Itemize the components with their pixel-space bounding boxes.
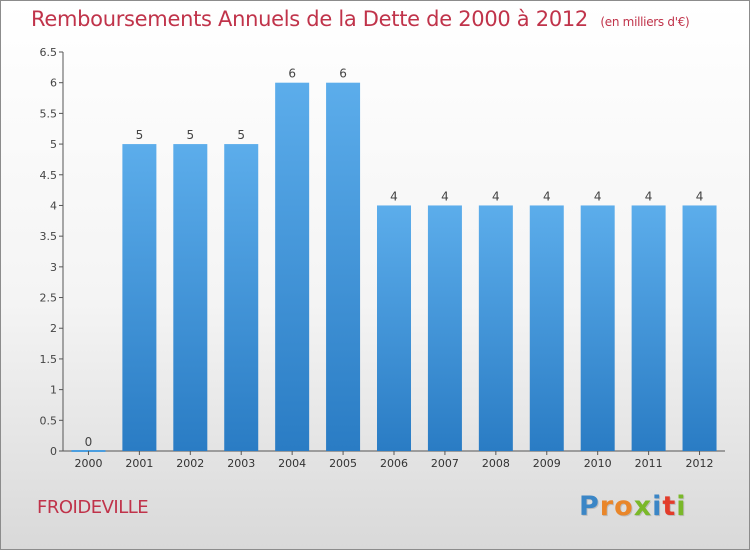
logo-letter: i [652,491,663,522]
y-tick-label: 3 [50,261,57,274]
bar [224,144,259,452]
data-label: 6 [339,67,347,81]
x-tick-label: 2012 [686,457,714,470]
bar [529,205,564,451]
data-label: 5 [136,128,144,142]
logo-letter: t [662,491,677,522]
x-tick-label: 2007 [431,457,459,470]
proxiti-logo: Proxiti [579,491,687,522]
data-label: 5 [237,128,245,142]
y-tick-label: 2.5 [40,292,58,305]
y-tick-label: 1 [50,384,57,397]
bar [580,205,615,451]
location-name: FROIDEVILLE [37,497,149,518]
bar [326,82,361,451]
x-tick-label: 2002 [176,457,204,470]
y-tick-label: 3.5 [40,230,58,243]
logo-letter: r [599,491,615,522]
logo-letter: x [633,491,653,522]
data-label: 4 [543,189,551,203]
data-label: 5 [186,128,194,142]
chart-subtitle: (en milliers d'€) [600,15,690,29]
logo-letter: P [579,491,600,522]
x-tick-label: 2008 [482,457,510,470]
bar [377,205,411,451]
logo-letter: o [614,491,634,522]
y-tick-label: 5.5 [40,107,58,120]
y-tick-label: 5 [50,138,57,151]
x-tick-label: 2009 [533,457,561,470]
x-tick-label: 2004 [278,457,306,470]
data-label: 0 [85,435,93,449]
x-tick-label: 2003 [227,457,255,470]
data-label: 4 [441,189,449,203]
y-tick-label: 1.5 [40,353,58,366]
y-tick-label: 6.5 [40,46,58,59]
logo-letter: i [676,491,687,522]
data-label: 4 [492,189,500,203]
x-tick-label: 2006 [380,457,408,470]
data-label: 4 [390,189,398,203]
y-tick-label: 0 [50,445,57,458]
x-tick-label: 2001 [125,457,153,470]
data-label: 4 [645,189,653,203]
bar [122,144,157,452]
x-tick-label: 2011 [635,457,663,470]
bar [631,205,666,451]
bar [478,205,513,451]
x-tick-label: 2005 [329,457,357,470]
data-label: 4 [696,189,704,203]
y-tick-label: 0.5 [40,414,58,427]
data-label: 6 [288,67,296,81]
y-tick-label: 4.5 [40,169,58,182]
bar [682,205,717,451]
x-tick-label: 2010 [584,457,612,470]
bar [427,205,462,451]
y-tick-label: 4 [50,199,57,212]
chart-title-text: Remboursements Annuels de la Dette de 20… [31,7,588,31]
bar [173,144,208,452]
data-label: 4 [594,189,602,203]
y-tick-label: 6 [50,77,57,90]
chart-title: Remboursements Annuels de la Dette de 20… [31,7,690,31]
bar [275,82,310,451]
y-tick-label: 2 [50,322,57,335]
x-tick-label: 2000 [74,457,102,470]
